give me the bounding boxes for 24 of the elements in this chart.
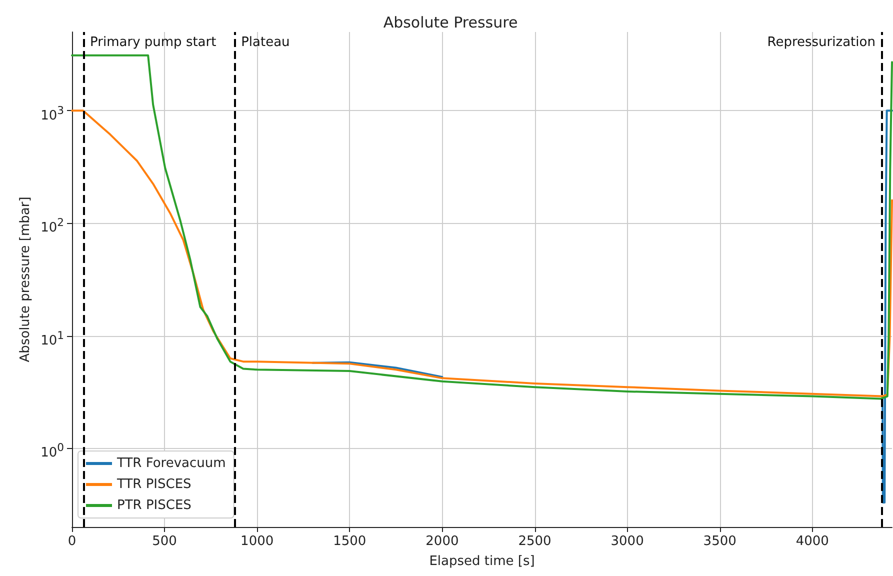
x-tick-label: 4000	[796, 534, 829, 549]
y-tick-label: 10$^{3}$	[40, 102, 64, 125]
x-tick-label: 2500	[518, 534, 552, 549]
ref-line-label: Plateau	[241, 35, 290, 50]
x-tick-label: 500	[152, 534, 177, 549]
y-tick-label: 10$^{1}$	[40, 328, 64, 350]
line-series	[71, 110, 893, 398]
legend-label: TTR PISCES	[116, 477, 192, 492]
x-tick-label: 1500	[333, 534, 366, 549]
ref-line-label: Repressurization	[767, 35, 876, 50]
line-series	[71, 54, 893, 400]
chart-title: Absolute Pressure	[383, 14, 518, 32]
x-tick-label: 2000	[426, 534, 459, 549]
x-tick-label: 3000	[610, 534, 644, 549]
x-tick-label: 1000	[240, 534, 274, 549]
y-tick-label: 10$^{0}$	[40, 440, 64, 463]
x-tick-label: 0	[68, 534, 76, 549]
legend-label: TTR Forevacuum	[116, 456, 226, 471]
x-tick-label: 3500	[703, 534, 736, 549]
legend-label: PTR PISCES	[117, 498, 192, 513]
y-tick-label: 10$^{2}$	[40, 215, 64, 238]
x-axis-title: Elapsed time [s]	[429, 554, 535, 569]
ref-line-label: Primary pump start	[90, 35, 216, 50]
y-axis-title: Absolute pressure [mbar]	[18, 196, 33, 362]
